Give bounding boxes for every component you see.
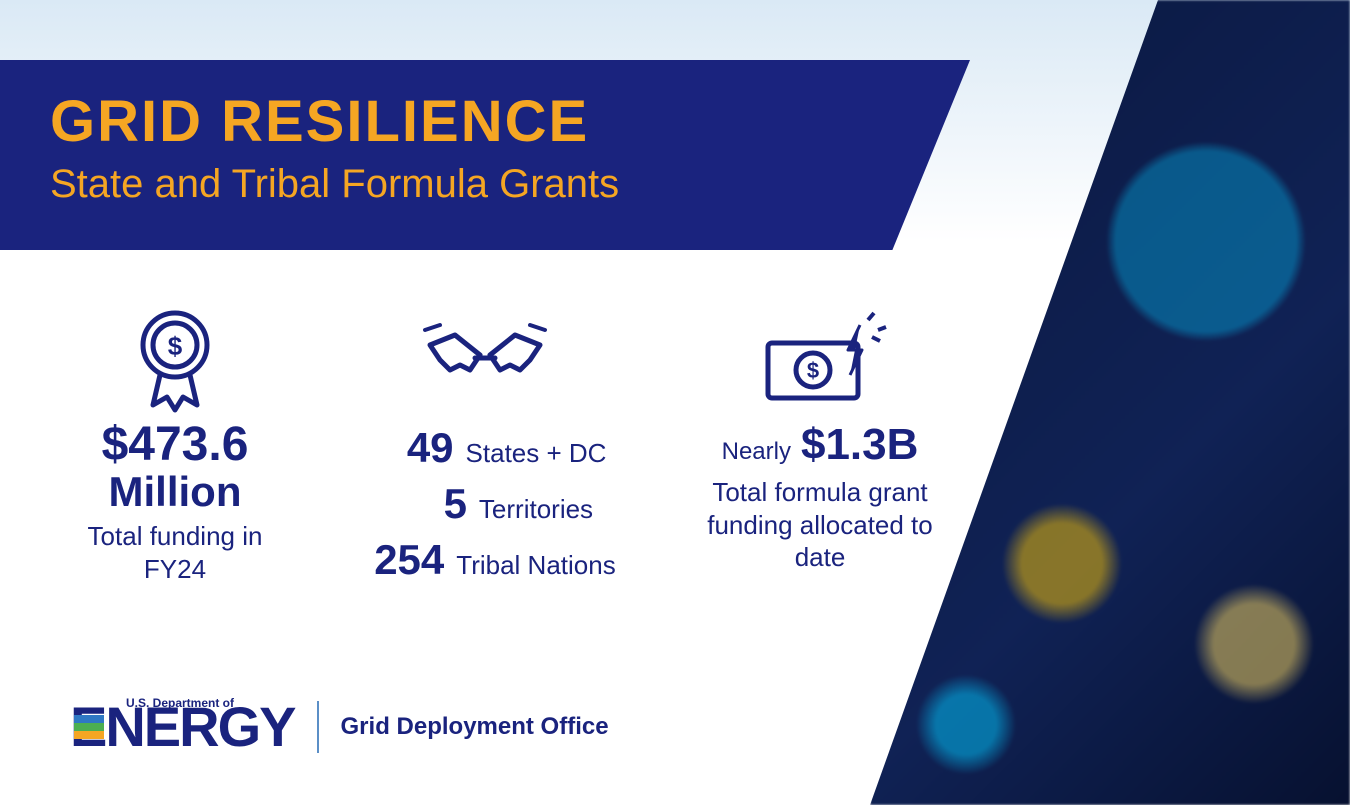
page-title: GRID RESILIENCE: [50, 90, 920, 154]
stat-funding: $ $473.6 Million Total funding in FY24: [60, 300, 290, 588]
ribbon-dollar-icon: $: [125, 300, 225, 420]
funding-desc: Total funding in FY24: [60, 520, 290, 585]
svg-text:$: $: [807, 358, 819, 383]
territories-num: 5: [377, 480, 467, 528]
total-amount: $1.3B: [801, 420, 918, 470]
territories-label: Territories: [479, 494, 593, 525]
total-line: Nearly $1.3B: [722, 420, 919, 470]
tribes-line: 254 Tribal Nations: [354, 536, 615, 584]
footer-logo: U.S. Department of ENERGY Grid Deploymen…: [70, 699, 609, 755]
funding-amount: $473.6 Million: [102, 420, 249, 514]
states-num: 49: [364, 424, 454, 472]
header-banner: GRID RESILIENCE State and Tribal Formula…: [0, 60, 970, 250]
page-subtitle: State and Tribal Formula Grants: [50, 162, 920, 207]
office-name: Grid Deployment Office: [341, 713, 609, 741]
states-label: States + DC: [466, 438, 607, 469]
territories-line: 5 Territories: [377, 480, 593, 528]
dept-big-text: ENERGY: [70, 695, 295, 758]
tribes-label: Tribal Nations: [456, 550, 615, 581]
tribes-num: 254: [354, 536, 444, 584]
stat-recipients: 49 States + DC 5 Territories 254 Tribal …: [315, 300, 655, 588]
total-desc: Total formula grant funding allocated to…: [680, 476, 960, 574]
logo-divider: [317, 701, 319, 753]
handshake-icon: [415, 300, 555, 420]
states-line: 49 States + DC: [364, 424, 607, 472]
funding-unit: Million: [102, 470, 249, 514]
total-prefix: Nearly: [722, 438, 791, 466]
stats-row: $ $473.6 Million Total funding in FY24: [60, 300, 960, 588]
stat-total: $ Nearly $1.3B Total formula grant fundi…: [680, 300, 960, 588]
cash-bolt-icon: $: [750, 300, 890, 420]
svg-text:$: $: [168, 331, 183, 361]
funding-value: $473.6: [102, 418, 249, 471]
energy-logo: U.S. Department of ENERGY: [70, 699, 295, 755]
